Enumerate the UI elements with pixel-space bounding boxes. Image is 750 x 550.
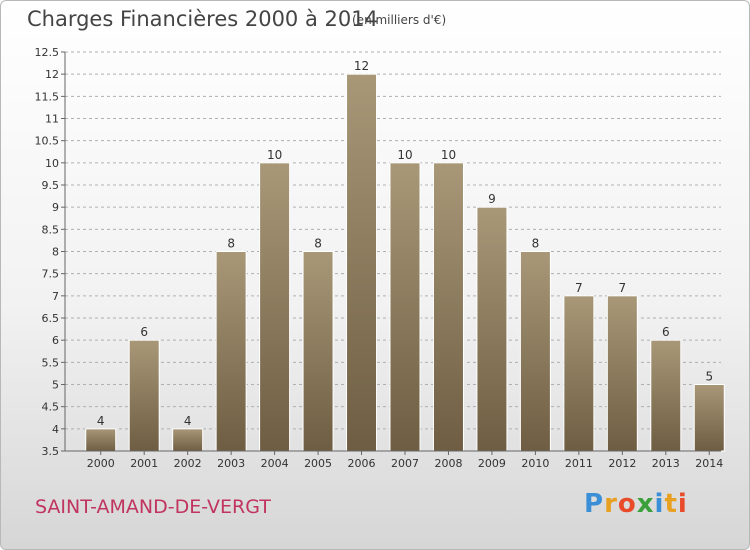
data-label: 12 [354, 59, 369, 73]
data-label: 4 [184, 414, 192, 428]
data-label: 5 [705, 370, 713, 384]
x-tick-label: 2012 [608, 457, 636, 470]
bar-2008 [432, 162, 464, 452]
y-tick-label: 12.5 [35, 46, 60, 59]
data-label: 6 [662, 325, 670, 339]
y-tick-label: 6 [52, 334, 59, 347]
data-label: 8 [314, 237, 322, 251]
bar-2014 [693, 384, 725, 452]
x-tick-label: 2002 [174, 457, 202, 470]
chart-title: Charges Financières 2000 à 2014 [27, 7, 378, 31]
y-tick-label: 7 [52, 290, 59, 303]
logo-letter: x [636, 489, 655, 519]
logo-letter: P [584, 489, 605, 519]
y-tick-label: 3.5 [42, 445, 60, 458]
bar-2001 [128, 339, 160, 452]
x-tick-label: 2007 [391, 457, 419, 470]
x-tick-label: 2004 [261, 457, 289, 470]
data-label: 9 [488, 192, 496, 206]
y-tick-label: 5.5 [42, 356, 60, 369]
x-tick-label: 2011 [565, 457, 593, 470]
y-tick-label: 9 [52, 201, 59, 214]
bar-2002 [172, 428, 204, 452]
chart-unit: (en milliers d'€) [352, 13, 447, 27]
logo-letter: i [654, 489, 665, 519]
y-tick-label: 5 [52, 379, 59, 392]
x-tick-label: 2006 [348, 457, 376, 470]
x-tick-label: 2003 [217, 457, 245, 470]
logo-letter: t [664, 489, 678, 519]
x-tick-label: 2000 [87, 457, 115, 470]
y-tick-label: 6.5 [42, 312, 60, 325]
data-label: 10 [267, 148, 282, 162]
y-tick-label: 10 [45, 157, 59, 170]
data-label: 10 [441, 148, 456, 162]
commune-name: SAINT-AMAND-DE-VERGT [35, 496, 271, 518]
y-tick-label: 12 [45, 68, 59, 81]
logo-letter: o [617, 489, 637, 519]
bar-2012 [606, 295, 638, 452]
y-tick-label: 8.5 [42, 223, 60, 236]
y-tick-label: 10.5 [35, 135, 60, 148]
x-tick-label: 2010 [521, 457, 549, 470]
axes: 3.5 4 4.5 5 5.5 6 6.5 7 7.5 8 8.5 9 9.5 10 10.5 11 11.5 1… [35, 46, 724, 470]
proxiti-logo[interactable]: Proxiti [584, 489, 688, 519]
bar-2010 [519, 251, 551, 452]
bar-2000 [85, 428, 117, 452]
y-tick-label: 8 [52, 246, 59, 259]
data-label: 8 [227, 237, 235, 251]
bar-2003 [215, 251, 247, 452]
data-label: 7 [575, 281, 583, 295]
bar-2011 [563, 295, 595, 452]
x-tick-label: 2001 [130, 457, 158, 470]
bar-2005 [302, 251, 334, 452]
data-label: 10 [397, 148, 412, 162]
bar-2007 [389, 162, 421, 452]
bars: 4 6 4 8 10 8 12 10 10 9 8 7 7 6 5 [85, 59, 725, 452]
data-label: 8 [532, 237, 540, 251]
y-tick-label: 11.5 [35, 90, 60, 103]
data-label: 4 [97, 414, 105, 428]
bar-2006 [346, 73, 378, 452]
x-tick-label: 2008 [434, 457, 462, 470]
x-tick-label: 2009 [478, 457, 506, 470]
x-tick-label: 2014 [695, 457, 723, 470]
bar-2009 [476, 206, 508, 452]
y-tick-label: 9.5 [42, 179, 60, 192]
y-tick-label: 4 [52, 423, 59, 436]
data-label: 6 [140, 325, 148, 339]
x-tick-label: 2005 [304, 457, 332, 470]
x-tick-label: 2013 [652, 457, 680, 470]
bar-2004 [259, 162, 291, 452]
y-tick-label: 7.5 [42, 268, 60, 281]
y-tick-label: 11 [45, 113, 59, 126]
logo-letter: i [677, 489, 688, 519]
bar-2013 [650, 339, 682, 452]
y-tick-label: 4.5 [42, 401, 60, 414]
logo-letter: r [604, 489, 618, 519]
data-label: 7 [619, 281, 627, 295]
